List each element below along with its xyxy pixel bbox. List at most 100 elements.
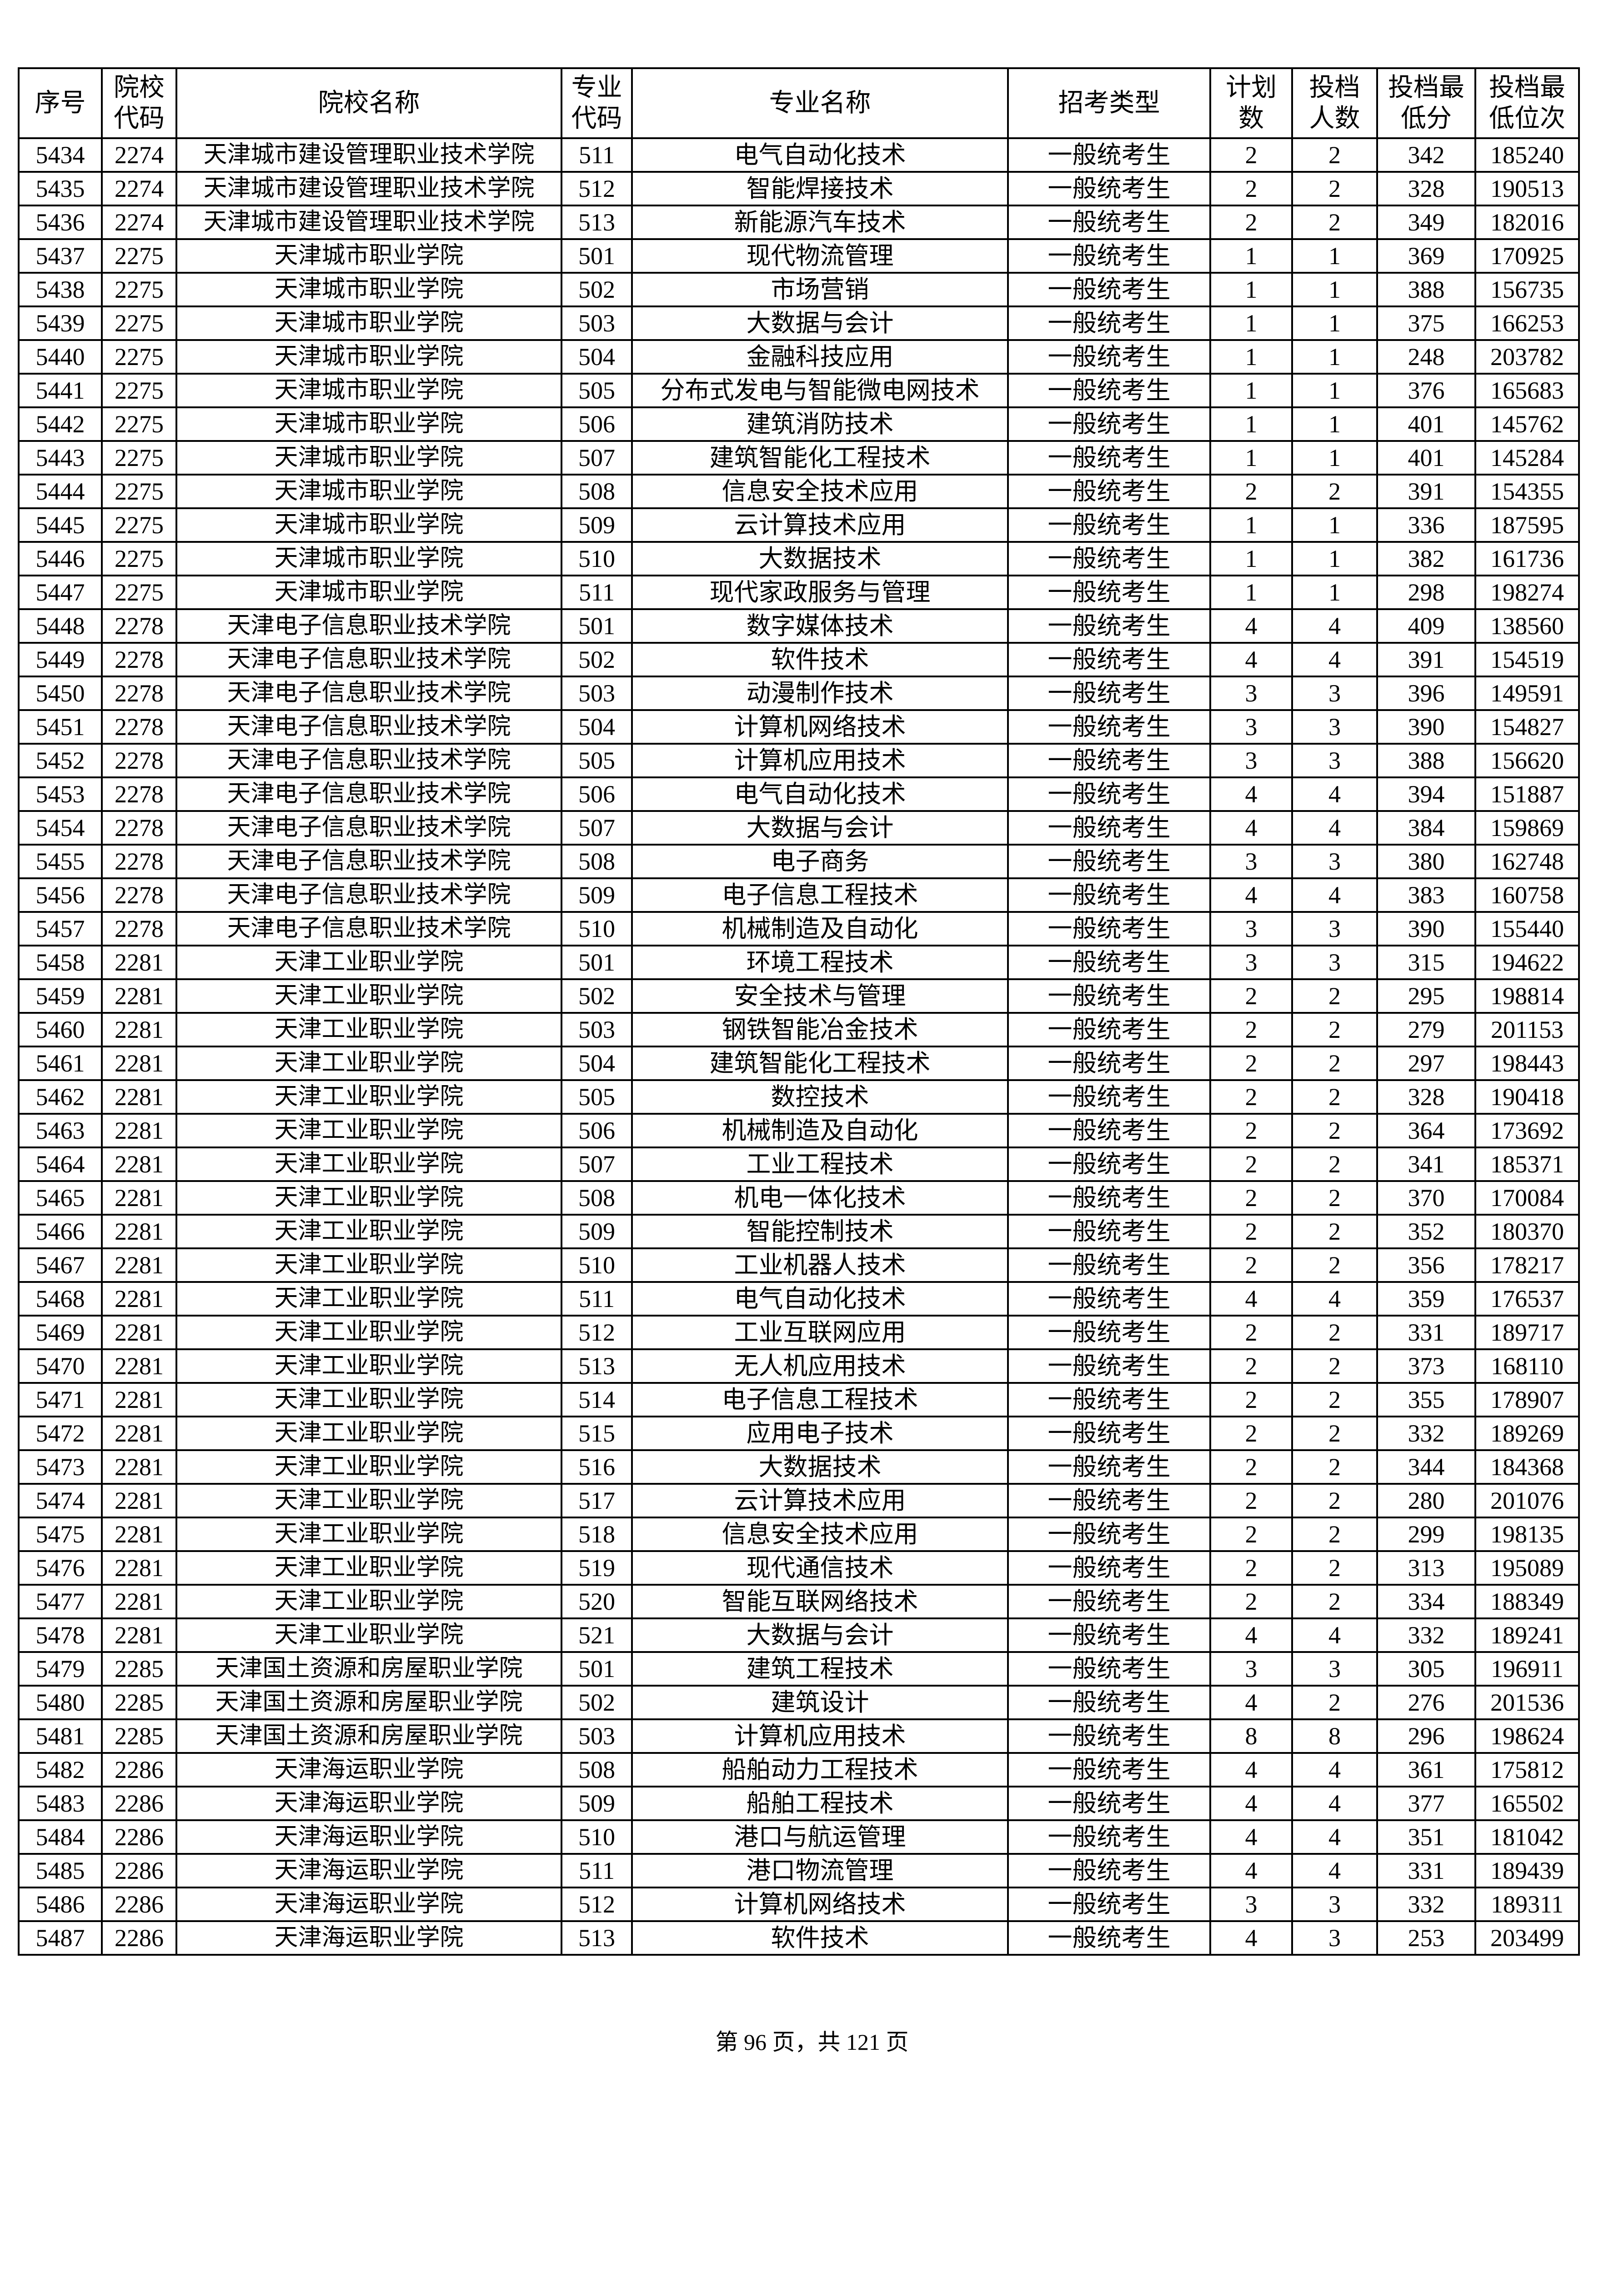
cell-school-name: 天津电子信息职业技术学院 xyxy=(175,676,562,711)
cell-seq: 5458 xyxy=(18,945,103,980)
cell-min-rank: 161736 xyxy=(1474,541,1580,576)
cell-major-name: 工业互联网应用 xyxy=(631,1315,1009,1350)
cell-school-name: 天津工业职业学院 xyxy=(175,978,562,1014)
table-row: 5448 2278 天津电子信息职业技术学院 501 数字媒体技术 一般统考生 4 4 409 1… xyxy=(18,608,1580,644)
cell-school-name: 天津电子信息职业技术学院 xyxy=(175,776,562,812)
cell-exam-type: 一般统考生 xyxy=(1007,776,1211,812)
admission-table: 序号 院校代码 院校名称 专业代码 专业名称 招考类型 计划数 投档人数 投档最低分 投档最低位次… xyxy=(18,67,1580,1956)
cell-school-name: 天津工业职业学院 xyxy=(175,1079,562,1115)
cell-seq: 5439 xyxy=(18,305,103,341)
cell-admitted-count: 2 xyxy=(1291,1012,1378,1047)
header-label: 投档最低位次 xyxy=(1489,74,1565,133)
cell-school-code: 2275 xyxy=(101,406,177,442)
cell-plan-count: 4 xyxy=(1209,1752,1293,1787)
table-row: 5474 2281 天津工业职业学院 517 云计算技术应用 一般统考生 2 2 280 2010… xyxy=(18,1483,1580,1518)
table-row: 5441 2275 天津城市职业学院 505 分布式发电与智能微电网技术 一般统考生 1 1 3… xyxy=(18,373,1580,408)
cell-school-code: 2281 xyxy=(101,1180,177,1216)
cell-min-score: 299 xyxy=(1376,1517,1476,1552)
cell-school-name: 天津工业职业学院 xyxy=(175,1449,562,1485)
table-row: 5449 2278 天津电子信息职业技术学院 502 软件技术 一般统考生 4 4 391 154… xyxy=(18,642,1580,677)
cell-school-code: 2278 xyxy=(101,810,177,846)
cell-major-name: 智能焊接技术 xyxy=(631,171,1009,206)
cell-min-score: 396 xyxy=(1376,676,1476,711)
cell-major-code: 511 xyxy=(561,575,633,610)
cell-exam-type: 一般统考生 xyxy=(1007,406,1211,442)
cell-school-code: 2285 xyxy=(101,1718,177,1754)
cell-exam-type: 一般统考生 xyxy=(1007,1550,1211,1586)
cell-school-code: 2275 xyxy=(101,373,177,408)
table-row: 5450 2278 天津电子信息职业技术学院 503 动漫制作技术 一般统考生 3 3 396 1… xyxy=(18,676,1580,711)
cell-admitted-count: 4 xyxy=(1291,642,1378,677)
cell-admitted-count: 2 xyxy=(1291,1449,1378,1485)
table-row: 5482 2286 天津海运职业学院 508 船舶动力工程技术 一般统考生 4 4 361 175… xyxy=(18,1752,1580,1787)
cell-major-code: 504 xyxy=(561,709,633,745)
cell-plan-count: 3 xyxy=(1209,676,1293,711)
cell-major-code: 516 xyxy=(561,1449,633,1485)
cell-min-rank: 190513 xyxy=(1474,171,1580,206)
cell-plan-count: 2 xyxy=(1209,1382,1293,1417)
cell-seq: 5443 xyxy=(18,440,103,476)
cell-seq: 5465 xyxy=(18,1180,103,1216)
cell-admitted-count: 2 xyxy=(1291,1382,1378,1417)
cell-min-rank: 181042 xyxy=(1474,1819,1580,1855)
cell-admitted-count: 4 xyxy=(1291,608,1378,644)
cell-exam-type: 一般统考生 xyxy=(1007,1147,1211,1182)
cell-major-code: 506 xyxy=(561,406,633,442)
cell-seq: 5441 xyxy=(18,373,103,408)
cell-min-score: 394 xyxy=(1376,776,1476,812)
cell-school-name: 天津城市建设管理职业技术学院 xyxy=(175,205,562,240)
cell-school-code: 2275 xyxy=(101,238,177,274)
cell-min-rank: 180370 xyxy=(1474,1214,1580,1249)
cell-school-code: 2281 xyxy=(101,1483,177,1518)
cell-seq: 5485 xyxy=(18,1853,103,1888)
cell-school-name: 天津国土资源和房屋职业学院 xyxy=(175,1651,562,1687)
cell-min-score: 373 xyxy=(1376,1348,1476,1384)
cell-major-code: 512 xyxy=(561,171,633,206)
cell-school-name: 天津工业职业学院 xyxy=(175,1113,562,1148)
cell-min-score: 352 xyxy=(1376,1214,1476,1249)
cell-school-name: 天津城市建设管理职业技术学院 xyxy=(175,171,562,206)
cell-min-rank: 188349 xyxy=(1474,1584,1580,1619)
cell-admitted-count: 2 xyxy=(1291,1046,1378,1081)
cell-seq: 5487 xyxy=(18,1920,103,1956)
table-row: 5470 2281 天津工业职业学院 513 无人机应用技术 一般统考生 2 2 373 1681… xyxy=(18,1348,1580,1384)
cell-major-code: 519 xyxy=(561,1550,633,1586)
cell-major-name: 工业工程技术 xyxy=(631,1147,1009,1182)
cell-min-score: 384 xyxy=(1376,810,1476,846)
cell-min-rank: 170925 xyxy=(1474,238,1580,274)
table-row: 5471 2281 天津工业职业学院 514 电子信息工程技术 一般统考生 2 2 355 178… xyxy=(18,1382,1580,1417)
cell-admitted-count: 1 xyxy=(1291,373,1378,408)
cell-min-score: 344 xyxy=(1376,1449,1476,1485)
cell-plan-count: 1 xyxy=(1209,272,1293,307)
cell-exam-type: 一般统考生 xyxy=(1007,474,1211,509)
cell-admitted-count: 4 xyxy=(1291,1281,1378,1317)
cell-min-score: 280 xyxy=(1376,1483,1476,1518)
table-row: 5453 2278 天津电子信息职业技术学院 506 电气自动化技术 一般统考生 4 4 394… xyxy=(18,776,1580,812)
cell-school-name: 天津工业职业学院 xyxy=(175,1416,562,1451)
cell-school-code: 2275 xyxy=(101,575,177,610)
cell-school-code: 2281 xyxy=(101,1416,177,1451)
cell-major-name: 市场营销 xyxy=(631,272,1009,307)
cell-major-code: 508 xyxy=(561,1752,633,1787)
cell-major-code: 504 xyxy=(561,1046,633,1081)
cell-seq: 5453 xyxy=(18,776,103,812)
cell-min-rank: 182016 xyxy=(1474,205,1580,240)
table-row: 5445 2275 天津城市职业学院 509 云计算技术应用 一般统考生 1 1 336 1875… xyxy=(18,507,1580,543)
cell-school-name: 天津城市职业学院 xyxy=(175,507,562,543)
cell-plan-count: 1 xyxy=(1209,373,1293,408)
cell-min-rank: 203499 xyxy=(1474,1920,1580,1956)
cell-seq: 5470 xyxy=(18,1348,103,1384)
cell-min-score: 328 xyxy=(1376,171,1476,206)
cell-school-code: 2278 xyxy=(101,877,177,913)
cell-min-score: 370 xyxy=(1376,1180,1476,1216)
cell-exam-type: 一般统考生 xyxy=(1007,1180,1211,1216)
cell-major-code: 506 xyxy=(561,1113,633,1148)
cell-admitted-count: 8 xyxy=(1291,1718,1378,1754)
table-row: 5476 2281 天津工业职业学院 519 现代通信技术 一般统考生 2 2 313 19508… xyxy=(18,1550,1580,1586)
cell-min-rank: 155440 xyxy=(1474,911,1580,946)
cell-major-code: 509 xyxy=(561,507,633,543)
cell-admitted-count: 1 xyxy=(1291,305,1378,341)
cell-min-score: 409 xyxy=(1376,608,1476,644)
cell-major-code: 509 xyxy=(561,1214,633,1249)
cell-plan-count: 1 xyxy=(1209,507,1293,543)
